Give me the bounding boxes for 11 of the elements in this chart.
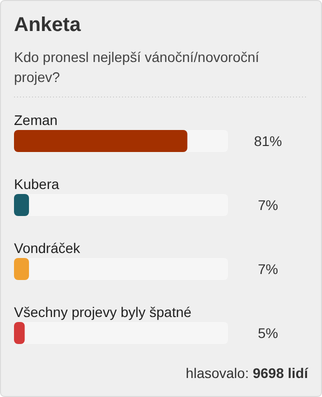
data-label: 7% [258,261,278,277]
y-tick-label: Vondráček [14,240,82,256]
chart-title: Anketa [14,14,82,36]
data-label: 7% [258,197,278,213]
data-label: 5% [258,325,278,341]
data-label: 81% [254,133,282,149]
y-tick-label: Kubera [14,176,60,192]
y-tick-label: Všechny projevy byly špatné [14,304,192,320]
y-tick-label: Zeman [14,112,58,128]
chart-subtitle: Kdo pronesl nejlepší vánoční/novoroční projev? [14,49,260,85]
annotation: hlasovalo: 9698 lidí [186,365,310,381]
